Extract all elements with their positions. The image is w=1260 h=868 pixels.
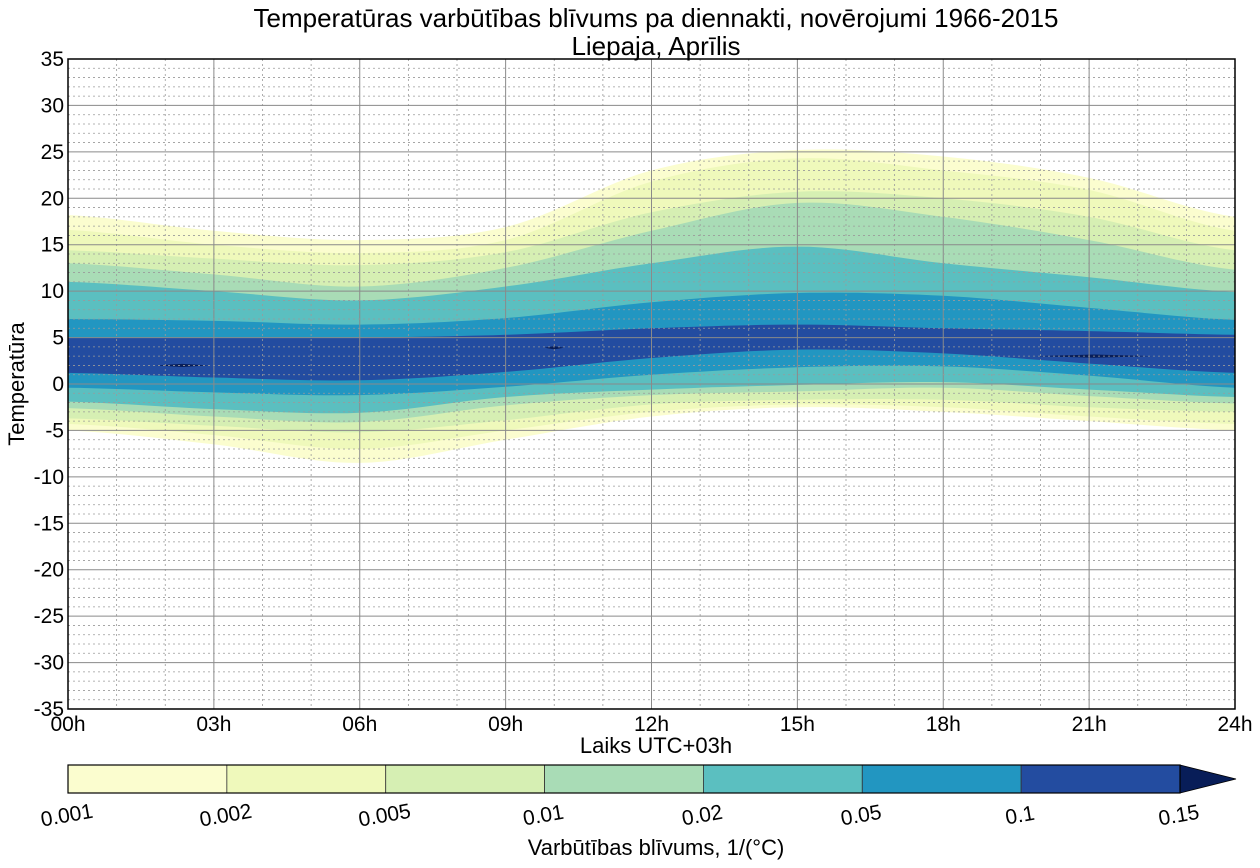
colorbar-segment-0.1 (1020, 764, 1181, 794)
colorbar-label: Varbūtības blīvums, 1/(°C) (528, 835, 785, 860)
colorbar-tick-label: 0.002 (198, 800, 254, 832)
colorbar-segment-0.002 (226, 764, 387, 794)
contour-peak (155, 363, 210, 368)
y-tick-label: -35 (34, 698, 64, 721)
colorbar-segment-0.02 (703, 764, 863, 794)
colorbar (67, 764, 1237, 794)
y-tick-label: -5 (45, 419, 64, 442)
x-tick-label: 21h (1072, 713, 1107, 736)
x-axis-ticks: 00h 03h 06h 09h 12h 15h 18h 21h 24h (50, 713, 1252, 736)
colorbar-tick-label: 0.005 (357, 800, 413, 832)
y-tick-label: 35 (41, 48, 64, 71)
y-tick-label: 5 (52, 327, 64, 350)
colorbar-segment-0.01 (544, 764, 704, 794)
colorbar-frame (67, 764, 1181, 794)
x-tick-label: 12h (634, 713, 669, 736)
y-tick-label: 25 (41, 141, 64, 164)
y-tick-label: 20 (41, 187, 64, 210)
x-tick-label: 03h (196, 713, 231, 736)
colorbar-tick-label: 0.05 (839, 801, 883, 831)
y-tick-label: -30 (34, 652, 64, 675)
x-tick-label: 09h (488, 713, 523, 736)
chart-title: Temperatūras varbūtības blīvums pa dienn… (253, 3, 1058, 33)
x-axis-label: Laiks UTC+03h (580, 733, 732, 758)
y-tick-label: 30 (41, 94, 64, 117)
y-axis-ticks: 35 30 25 20 15 10 5 0 -5 -10 -15 -20 -25 -30 -35 (34, 48, 64, 721)
y-tick-label: -25 (34, 605, 64, 628)
y-tick-label: -15 (34, 512, 64, 535)
x-tick-label: 18h (926, 713, 961, 736)
colorbar-segment-0.001 (67, 764, 228, 794)
y-tick-label: 15 (41, 234, 64, 257)
colorbar-tick-label: 0.01 (521, 801, 565, 831)
colorbar-extend-arrow (1179, 764, 1237, 794)
x-tick-label: 24h (1217, 713, 1252, 736)
colorbar-tick-label: 0.15 (1157, 801, 1201, 831)
colorbar-tick-label: 0.02 (680, 801, 724, 831)
chart-subtitle: Liepaja, Aprīlis (571, 31, 740, 61)
x-tick-label: 06h (342, 713, 377, 736)
y-tick-label: 0 (52, 373, 64, 396)
grid-lines (68, 59, 1235, 709)
colorbar-tick-label: 0.1 (1004, 802, 1037, 830)
colorbar-tick-label: 0.001 (39, 800, 95, 832)
plot-frame (67, 58, 1236, 710)
y-tick-label: 10 (41, 280, 64, 303)
y-axis-label: Temperatūra (4, 321, 29, 445)
y-tick-label: -10 (34, 466, 64, 489)
y-tick-label: -20 (34, 559, 64, 582)
x-tick-label: 00h (50, 713, 85, 736)
x-tick-label: 15h (780, 713, 815, 736)
colorbar-segment-0.05 (861, 764, 1022, 794)
colorbar-ticks: 0.001 0.002 0.005 0.01 0.02 0.05 0.1 0.15 (39, 800, 1201, 832)
colorbar-segment-0.005 (385, 764, 545, 794)
